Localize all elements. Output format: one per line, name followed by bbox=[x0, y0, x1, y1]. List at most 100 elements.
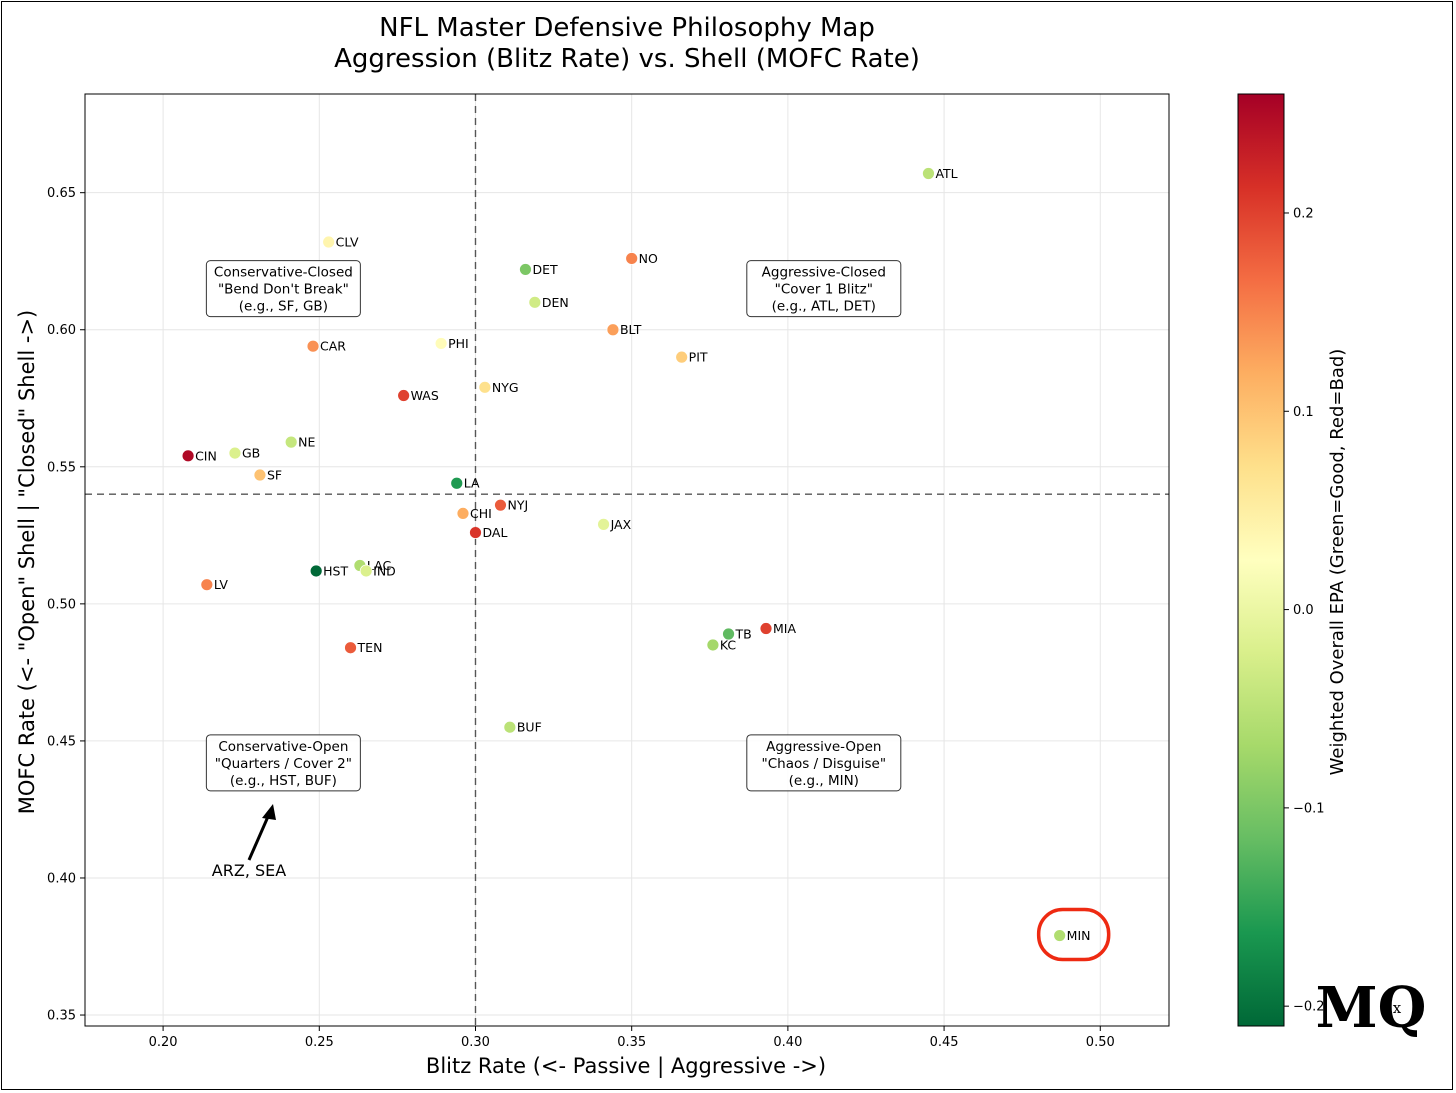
y-tick-label: 0.55 bbox=[47, 460, 76, 475]
quadrant-box-line: (e.g., MIN) bbox=[789, 773, 859, 789]
arrow-shaft bbox=[247, 811, 272, 861]
point-kc bbox=[706, 638, 720, 652]
x-tick-label: 0.50 bbox=[1086, 1035, 1115, 1050]
point-nyg bbox=[478, 380, 492, 394]
point-label-car: CAR bbox=[320, 339, 346, 354]
colorbar-tick-label: −0.1 bbox=[1293, 801, 1325, 816]
point-buf bbox=[503, 720, 517, 734]
quadrant-box-frame bbox=[746, 260, 902, 318]
point-pit bbox=[675, 350, 689, 364]
quadrant-box-line: "Quarters / Cover 2" bbox=[215, 756, 352, 772]
point-label-la: LA bbox=[464, 476, 480, 491]
y-tick-label: 0.40 bbox=[47, 871, 76, 886]
point-ind bbox=[359, 564, 373, 578]
plot-area-border bbox=[84, 93, 1170, 1027]
point-blt bbox=[606, 323, 620, 337]
point-hst bbox=[309, 564, 323, 578]
point-dal bbox=[469, 526, 482, 539]
quadrant-box-line: Aggressive-Open bbox=[766, 739, 881, 755]
quadrant-box-line: Conservative-Open bbox=[218, 739, 348, 755]
point-label-atl: ATL bbox=[935, 166, 957, 181]
logo-text: MQ bbox=[1316, 975, 1427, 1041]
colorbar-tick-label: 0.2 bbox=[1293, 206, 1314, 221]
point-clv bbox=[322, 235, 336, 249]
quadrant-box-ao: Aggressive-Open"Chaos / Disguise"(e.g., … bbox=[746, 734, 902, 792]
point-label-tb: TB bbox=[735, 627, 752, 642]
point-label-kc: KC bbox=[720, 637, 737, 652]
point-label-phi: PHI bbox=[448, 336, 469, 351]
point-label-ind: IND bbox=[373, 563, 396, 578]
highlight-ring bbox=[1036, 907, 1111, 962]
quadrant-box-line: "Cover 1 Blitz" bbox=[775, 282, 873, 298]
point-nyj bbox=[494, 498, 507, 512]
point-label-no: NO bbox=[639, 251, 658, 266]
colorbar bbox=[1237, 93, 1285, 1027]
point-mia bbox=[759, 622, 773, 635]
point-phi bbox=[434, 337, 448, 350]
quadrant-box-ac: Aggressive-Closed"Cover 1 Blitz"(e.g., A… bbox=[746, 260, 902, 318]
point-label-chi: CHI bbox=[470, 506, 492, 521]
point-label-ne: NE bbox=[298, 435, 315, 450]
point-label-clv: CLV bbox=[336, 235, 359, 250]
point-no bbox=[625, 252, 639, 265]
point-label-min: MIN bbox=[1067, 928, 1091, 943]
quadrant-box-line: "Bend Don't Break" bbox=[218, 282, 349, 298]
x-tick-label: 0.30 bbox=[461, 1035, 490, 1050]
x-tick-label: 0.20 bbox=[149, 1035, 178, 1050]
point-car bbox=[306, 339, 320, 353]
point-ne bbox=[284, 435, 298, 449]
point-label-lv: LV bbox=[214, 577, 229, 592]
point-label-lac: LAC bbox=[367, 558, 392, 573]
quadrant-box-frame bbox=[205, 260, 361, 318]
x-tick-label: 0.35 bbox=[617, 1035, 646, 1050]
point-label-sf: SF bbox=[267, 468, 282, 483]
point-label-det: DET bbox=[532, 262, 558, 277]
quadrant-box-line: "Chaos / Disguise" bbox=[762, 756, 887, 772]
quadrant-box-frame bbox=[746, 734, 902, 792]
x-tick-label: 0.25 bbox=[305, 1035, 334, 1050]
point-ten bbox=[344, 641, 357, 655]
y-tick-label: 0.65 bbox=[47, 186, 76, 201]
reference-lines bbox=[85, 94, 1169, 1026]
colorbar-tick-label: −0.2 bbox=[1293, 1000, 1325, 1015]
quadrant-box-line: Conservative-Closed bbox=[214, 265, 353, 281]
colorbar-tick-label: 0.1 bbox=[1293, 405, 1314, 420]
x-tick-label: 0.45 bbox=[930, 1035, 959, 1050]
arrow-head-icon bbox=[262, 804, 276, 820]
point-label-cin: CIN bbox=[195, 448, 217, 463]
quadrant-box-line: (e.g., HST, BUF) bbox=[230, 773, 337, 789]
point-sf bbox=[253, 468, 267, 482]
point-label-was: WAS bbox=[411, 388, 439, 403]
point-lv bbox=[200, 578, 214, 592]
point-atl bbox=[922, 167, 935, 180]
point-was bbox=[397, 389, 411, 402]
chart-title-line-2: Aggression (Blitz Rate) vs. Shell (MOFC … bbox=[334, 44, 920, 74]
quadrant-box-frame bbox=[205, 734, 361, 792]
y-tick-label: 0.60 bbox=[47, 323, 76, 338]
point-cin bbox=[181, 449, 195, 463]
point-label-jax: JAX bbox=[610, 517, 632, 532]
point-den bbox=[528, 295, 542, 309]
point-label-den: DEN bbox=[542, 295, 569, 310]
arrow-label: ARZ, SEA bbox=[212, 861, 286, 880]
point-label-nyg: NYG bbox=[492, 380, 519, 395]
colorbar-label: Weighted Overall EPA (Green=Good, Red=Ba… bbox=[1327, 349, 1348, 776]
colorbar-ticks: −0.2 −0.1 0.0 0.1 0.2 bbox=[1284, 206, 1325, 1015]
point-min bbox=[1053, 929, 1067, 942]
point-label-nyj: NYJ bbox=[507, 498, 528, 513]
point-label-ten: TEN bbox=[357, 640, 383, 655]
mq-logo: MQ x bbox=[1316, 975, 1427, 1041]
x-axis-label: Blitz Rate (<- Passive | Aggressive ->) bbox=[426, 1054, 826, 1079]
x-tick-label: 0.40 bbox=[773, 1035, 802, 1050]
point-label-buf: BUF bbox=[517, 720, 542, 735]
point-label-blt: BLT bbox=[620, 322, 642, 337]
data-points: ATL CLV DET NO DEN BLT PIT CAR PHI NYG WAS CIN GB NE S… bbox=[181, 166, 1111, 962]
point-tb bbox=[722, 627, 735, 641]
logo-small-x: x bbox=[1393, 999, 1402, 1017]
quadrant-box-line: (e.g., ATL, DET) bbox=[772, 299, 876, 315]
y-axis-label: MOFC Rate (<- "Open" Shell | "Closed" Sh… bbox=[15, 310, 40, 814]
point-gb bbox=[228, 446, 242, 460]
colorbar-tick-label: 0.0 bbox=[1293, 603, 1314, 618]
